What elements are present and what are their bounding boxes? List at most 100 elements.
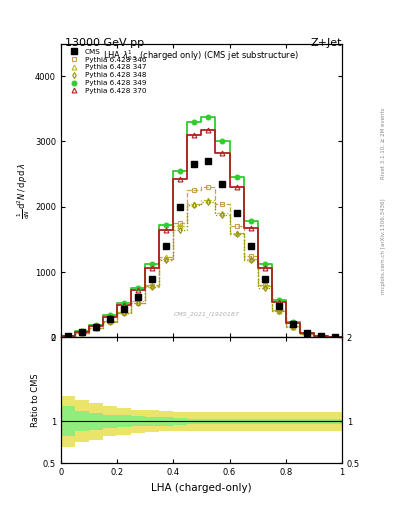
Pythia 6.428 346 (234, 223, 239, 229)
Line: Pythia 6.428 348: Pythia 6.428 348 (66, 200, 337, 339)
Pythia 6.428 370 (178, 176, 183, 182)
Pythia 6.428 347 (122, 309, 127, 315)
Pythia 6.428 347 (276, 308, 281, 314)
CMS (150, 275, 154, 282)
Text: Rivet 3.1.10, ≥ 2M events: Rivet 3.1.10, ≥ 2M events (381, 108, 386, 179)
Pythia 6.428 346 (290, 323, 295, 329)
Pythia 6.428 370 (276, 298, 281, 305)
Pythia 6.428 348 (332, 334, 337, 340)
Pythia 6.428 348 (220, 211, 225, 218)
CMS (305, 330, 309, 336)
Pythia 6.428 347 (262, 284, 267, 290)
Pythia 6.428 347 (192, 201, 197, 207)
Pythia 6.428 346 (248, 253, 253, 259)
Pythia 6.428 349 (80, 328, 84, 334)
Pythia 6.428 370 (318, 333, 323, 339)
Pythia 6.428 346 (94, 325, 98, 331)
CMS (248, 243, 253, 249)
Pythia 6.428 347 (66, 333, 70, 339)
CMS (136, 294, 141, 300)
Pythia 6.428 347 (332, 334, 337, 340)
Pythia 6.428 347 (248, 256, 253, 262)
CMS (94, 324, 98, 330)
Line: Pythia 6.428 346: Pythia 6.428 346 (66, 185, 337, 339)
Pythia 6.428 346 (220, 201, 225, 207)
Pythia 6.428 348 (206, 199, 211, 205)
Pythia 6.428 347 (206, 197, 211, 203)
Pythia 6.428 348 (262, 285, 267, 291)
Pythia 6.428 347 (318, 333, 323, 339)
Pythia 6.428 347 (178, 223, 183, 229)
Line: Pythia 6.428 347: Pythia 6.428 347 (66, 198, 337, 339)
Pythia 6.428 349 (220, 138, 225, 144)
Text: Z+Jet: Z+Jet (310, 38, 342, 49)
Text: CMS_2021_I1920187: CMS_2021_I1920187 (174, 311, 240, 317)
Pythia 6.428 349 (164, 222, 169, 228)
CMS (66, 333, 70, 339)
Pythia 6.428 370 (150, 265, 154, 271)
Line: Pythia 6.428 370: Pythia 6.428 370 (66, 127, 337, 339)
Pythia 6.428 346 (80, 330, 84, 336)
Pythia 6.428 348 (94, 325, 98, 331)
Pythia 6.428 349 (178, 168, 183, 174)
Y-axis label: $\frac{1}{\mathrm{d}N}\,\mathrm{d}^2N\,/\,\mathrm{d}p\,\mathrm{d}\,\lambda$: $\frac{1}{\mathrm{d}N}\,\mathrm{d}^2N\,/… (16, 162, 32, 219)
Pythia 6.428 348 (234, 231, 239, 237)
Pythia 6.428 370 (290, 320, 295, 326)
Pythia 6.428 347 (150, 282, 154, 288)
Pythia 6.428 348 (122, 310, 127, 316)
CMS (262, 275, 267, 282)
Pythia 6.428 346 (108, 318, 112, 325)
Pythia 6.428 370 (136, 287, 141, 293)
CMS (318, 333, 323, 339)
Pythia 6.428 370 (206, 126, 211, 133)
Pythia 6.428 348 (136, 300, 141, 306)
CMS (192, 161, 197, 167)
Pythia 6.428 349 (318, 333, 323, 339)
Pythia 6.428 349 (122, 300, 127, 306)
Pythia 6.428 370 (122, 302, 127, 308)
Pythia 6.428 370 (332, 334, 337, 340)
Pythia 6.428 349 (192, 119, 197, 125)
Pythia 6.428 349 (94, 322, 98, 328)
Pythia 6.428 348 (66, 333, 70, 339)
Pythia 6.428 349 (150, 261, 154, 267)
Pythia 6.428 346 (262, 282, 267, 288)
Pythia 6.428 349 (290, 319, 295, 326)
Pythia 6.428 346 (305, 331, 309, 337)
Pythia 6.428 348 (290, 324, 295, 330)
X-axis label: LHA (charged-only): LHA (charged-only) (151, 483, 252, 493)
CMS (80, 329, 84, 335)
Pythia 6.428 346 (164, 256, 169, 262)
Legend: CMS, Pythia 6.428 346, Pythia 6.428 347, Pythia 6.428 348, Pythia 6.428 349, Pyt: CMS, Pythia 6.428 346, Pythia 6.428 347,… (64, 47, 148, 96)
CMS (276, 303, 281, 309)
Pythia 6.428 348 (80, 330, 84, 336)
Pythia 6.428 348 (108, 318, 112, 325)
Pythia 6.428 347 (234, 230, 239, 236)
Pythia 6.428 347 (94, 325, 98, 331)
CMS (164, 243, 169, 249)
CMS (178, 204, 183, 210)
Pythia 6.428 370 (305, 330, 309, 336)
Pythia 6.428 370 (164, 227, 169, 233)
Pythia 6.428 349 (262, 261, 267, 267)
Line: Pythia 6.428 349: Pythia 6.428 349 (66, 114, 337, 339)
Pythia 6.428 347 (164, 254, 169, 260)
Pythia 6.428 370 (220, 150, 225, 156)
Pythia 6.428 348 (150, 284, 154, 290)
Pythia 6.428 370 (234, 184, 239, 190)
Pythia 6.428 347 (108, 318, 112, 324)
Pythia 6.428 348 (248, 257, 253, 263)
Pythia 6.428 346 (178, 220, 183, 226)
CMS (290, 321, 295, 327)
Pythia 6.428 346 (206, 184, 211, 190)
Pythia 6.428 347 (290, 324, 295, 330)
Pythia 6.428 346 (136, 300, 141, 306)
Pythia 6.428 348 (318, 333, 323, 339)
Pythia 6.428 370 (94, 323, 98, 329)
Pythia 6.428 349 (248, 218, 253, 224)
Pythia 6.428 346 (122, 310, 127, 316)
Pythia 6.428 349 (305, 330, 309, 336)
Pythia 6.428 370 (80, 329, 84, 335)
Pythia 6.428 348 (305, 331, 309, 337)
CMS (220, 181, 225, 187)
